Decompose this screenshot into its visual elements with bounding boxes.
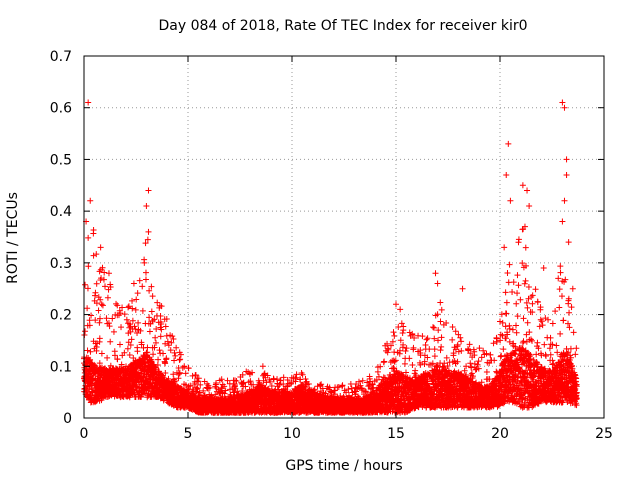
x-tick-label: 10 [283,426,301,442]
y-axis-label: ROTI / TECUs [5,192,21,284]
roti-peak-point [505,140,512,147]
roti-peak-point [563,156,570,163]
roti-peak-point [432,270,439,277]
roti-peak-point [503,171,510,178]
roti-peak-point [243,368,250,375]
roti-peak-point [141,259,148,266]
roti-peak-point [559,99,566,106]
chart-title: Day 084 of 2018, Rate Of TEC Index for r… [158,18,527,34]
x-tick-label: 20 [491,426,509,442]
roti-peak-point [393,301,399,308]
roti-peak-point [561,197,568,204]
roti-peak-point [145,187,152,194]
roti-peak-point [85,99,92,106]
y-tick-label: 0.5 [50,152,72,168]
data-points [81,99,580,416]
roti-peak-point [105,270,112,277]
x-tick-label: 5 [184,426,193,442]
roti-peak-point [143,202,150,209]
y-tick-label: 0.4 [50,204,72,220]
grid [84,56,604,418]
x-tick-label: 25 [595,426,613,442]
roti-peak-point [434,280,441,287]
roti-peak-point [559,218,566,225]
roti-peak-point [526,202,533,209]
plot-frame [83,55,605,419]
roti-peak-point [87,197,94,204]
roti-peak-point [130,280,137,287]
roti-peak-point [521,223,528,230]
y-tick-label: 0.2 [50,308,72,324]
y-tick-label: 0.6 [50,101,72,117]
x-tick-label: 15 [387,426,405,442]
roti-peak-point [555,275,562,282]
roti-point-cloud [81,226,580,416]
x-axis-label: GPS time / hours [285,458,402,474]
roti-peak-point [565,239,572,246]
y-tick-label: 0 [63,411,72,427]
roti-peak-point [259,363,266,370]
roti-peak-point [97,244,104,251]
roti-peak-point [459,285,466,292]
roti-peak-point [501,244,508,251]
x-tick-label: 0 [80,426,89,442]
y-tick-label: 0.3 [50,256,72,272]
roti-peak-point [507,197,514,204]
roti-peak-point [540,265,547,272]
axis-ticks: 0 5 10 15 20 25 0 0.1 0.2 0.3 0.4 0.5 0.6 0.7 [50,49,613,442]
roti-peak-point [397,306,404,313]
y-tick-label: 0.7 [50,49,72,65]
roti-peak-point [519,182,526,189]
roti-peak-point [145,228,152,235]
roti-peak-point [563,171,570,178]
roti-peak-point [569,285,576,292]
y-tick-label: 0.1 [50,359,72,375]
roti-peak-point [561,104,568,111]
roti-peak-point [524,187,531,194]
